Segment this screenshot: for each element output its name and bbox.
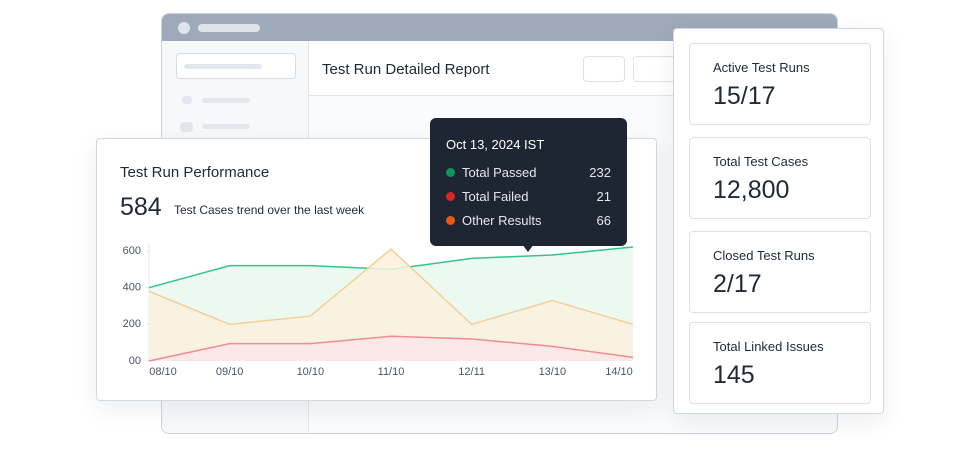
download-button[interactable] — [583, 56, 625, 82]
tooltip-date: Oct 13, 2024 IST — [446, 137, 545, 152]
tooltip-value: 21 — [596, 189, 611, 204]
line — [148, 248, 634, 326]
stat-card: Total Linked Issues 145 — [689, 322, 871, 404]
icon — [180, 122, 193, 132]
window-dot — [178, 22, 190, 34]
tooltip-label: Other Results — [462, 213, 542, 228]
stat-card: Total Test Cases 12,800 — [689, 137, 871, 219]
tooltip-arrow — [522, 244, 534, 252]
placeholder — [184, 64, 262, 69]
area — [149, 336, 633, 361]
x-tick-label: 10/10 — [297, 366, 325, 378]
y-tick-label: 400 — [123, 282, 141, 294]
performance-subtitle: Test Cases trend over the last week — [174, 203, 365, 217]
placeholder — [202, 98, 250, 103]
stat-value: 2/17 — [713, 270, 762, 298]
tooltip: Oct 13, 2024 IST Total Passed 232 Total Fa… — [430, 118, 627, 252]
x-tick-label: 11/10 — [378, 366, 405, 378]
x-tick-label: 14/10 — [605, 366, 633, 378]
stats-panel: Active Test Runs 15/17 Total Test Cases 12,… — [673, 28, 884, 414]
stat-card: Active Test Runs 15/17 — [689, 43, 871, 125]
y-tick-label: 00 — [129, 355, 141, 367]
tooltip-value: 232 — [589, 165, 611, 180]
stat-label: Total Linked Issues — [713, 339, 824, 354]
chart: 00 200 400 600 08/10 09/10 10/10 11/10 12/11 13/1… — [123, 243, 634, 378]
x-tick-label: 09/10 — [216, 366, 244, 378]
x-tick-label: 12/11 — [458, 366, 485, 378]
x-tick-label: 08/10 — [149, 366, 177, 378]
legend-dot — [446, 216, 455, 225]
icon — [182, 96, 192, 104]
stat-value: 15/17 — [713, 82, 776, 110]
x-tick-label: 13/10 — [539, 366, 567, 378]
report-title: Test Run Detailed Report — [322, 61, 490, 78]
tooltip-label: Total Passed — [462, 165, 537, 180]
stat-label: Closed Test Runs — [713, 248, 815, 263]
performance-total: 584 — [120, 193, 162, 221]
performance-title: Test Run Performance — [120, 164, 270, 181]
stat-card: Closed Test Runs 2/17 — [689, 231, 871, 313]
stat-label: Active Test Runs — [713, 60, 810, 75]
tooltip-label: Total Failed — [462, 189, 529, 204]
y-tick-label: 200 — [123, 318, 141, 330]
tooltip-row: Other Results 66 — [446, 213, 611, 228]
tooltip-row: Total Failed 21 — [446, 189, 611, 204]
stat-value: 12,800 — [713, 176, 790, 204]
placeholder — [202, 124, 250, 129]
legend-dot — [446, 168, 455, 177]
window-title-placeholder — [198, 24, 260, 32]
tooltip-value: 66 — [596, 213, 611, 228]
stat-value: 145 — [713, 361, 755, 389]
tooltip-row: Total Passed 232 — [446, 165, 611, 180]
area — [149, 249, 633, 361]
line — [148, 335, 634, 362]
legend-dot — [446, 192, 455, 201]
stat-label: Total Test Cases — [713, 154, 809, 169]
y-tick-label: 600 — [123, 245, 141, 257]
